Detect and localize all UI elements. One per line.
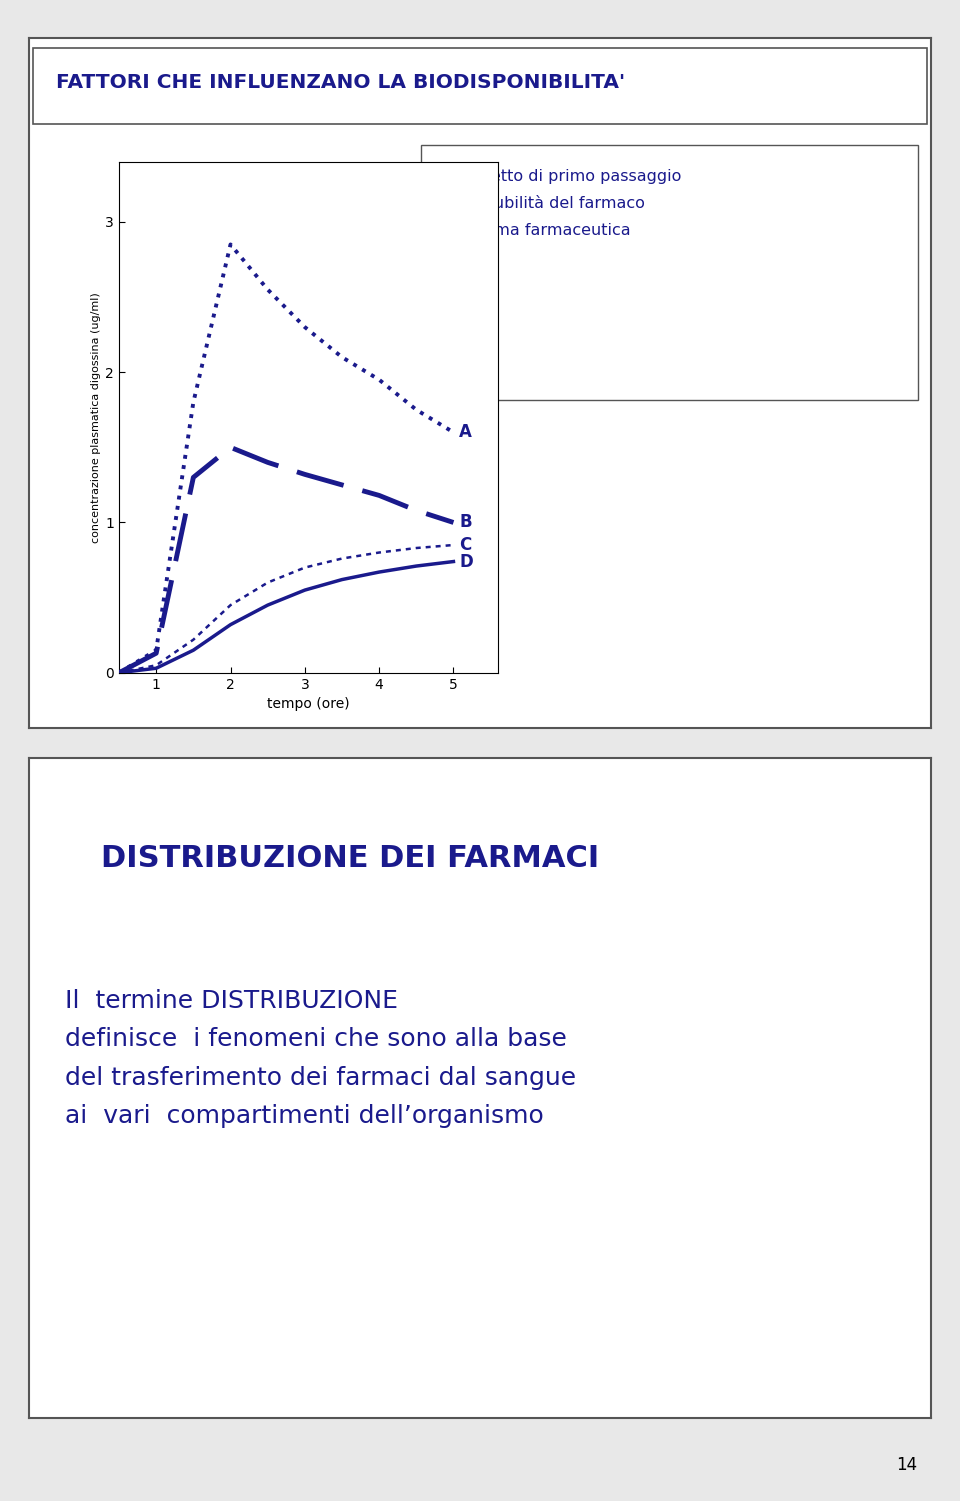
X-axis label: tempo (ore): tempo (ore)	[267, 696, 349, 711]
Text: C: C	[460, 536, 471, 554]
FancyBboxPatch shape	[421, 144, 918, 399]
Text: DISTRIBUZIONE DEI FARMACI: DISTRIBUZIONE DEI FARMACI	[101, 844, 599, 874]
Text: B: B	[460, 513, 472, 531]
Text: 1.  Effetto di primo passaggio
2.  Solubilità del farmaco
3.  Forma farmaceutica: 1. Effetto di primo passaggio 2. Solubil…	[444, 168, 682, 237]
Y-axis label: concentrazione plasmatica digossina (ug/ml): concentrazione plasmatica digossina (ug/…	[91, 291, 101, 543]
Text: 14: 14	[896, 1456, 917, 1474]
FancyBboxPatch shape	[34, 48, 926, 125]
Text: D: D	[460, 552, 473, 570]
Text: A: A	[460, 423, 472, 441]
Text: Il  termine DISTRIBUZIONE
definisce  i fenomeni che sono alla base
del trasferim: Il termine DISTRIBUZIONE definisce i fen…	[65, 989, 576, 1127]
Text: FATTORI CHE INFLUENZANO LA BIODISPONIBILITA': FATTORI CHE INFLUENZANO LA BIODISPONIBIL…	[56, 74, 625, 92]
